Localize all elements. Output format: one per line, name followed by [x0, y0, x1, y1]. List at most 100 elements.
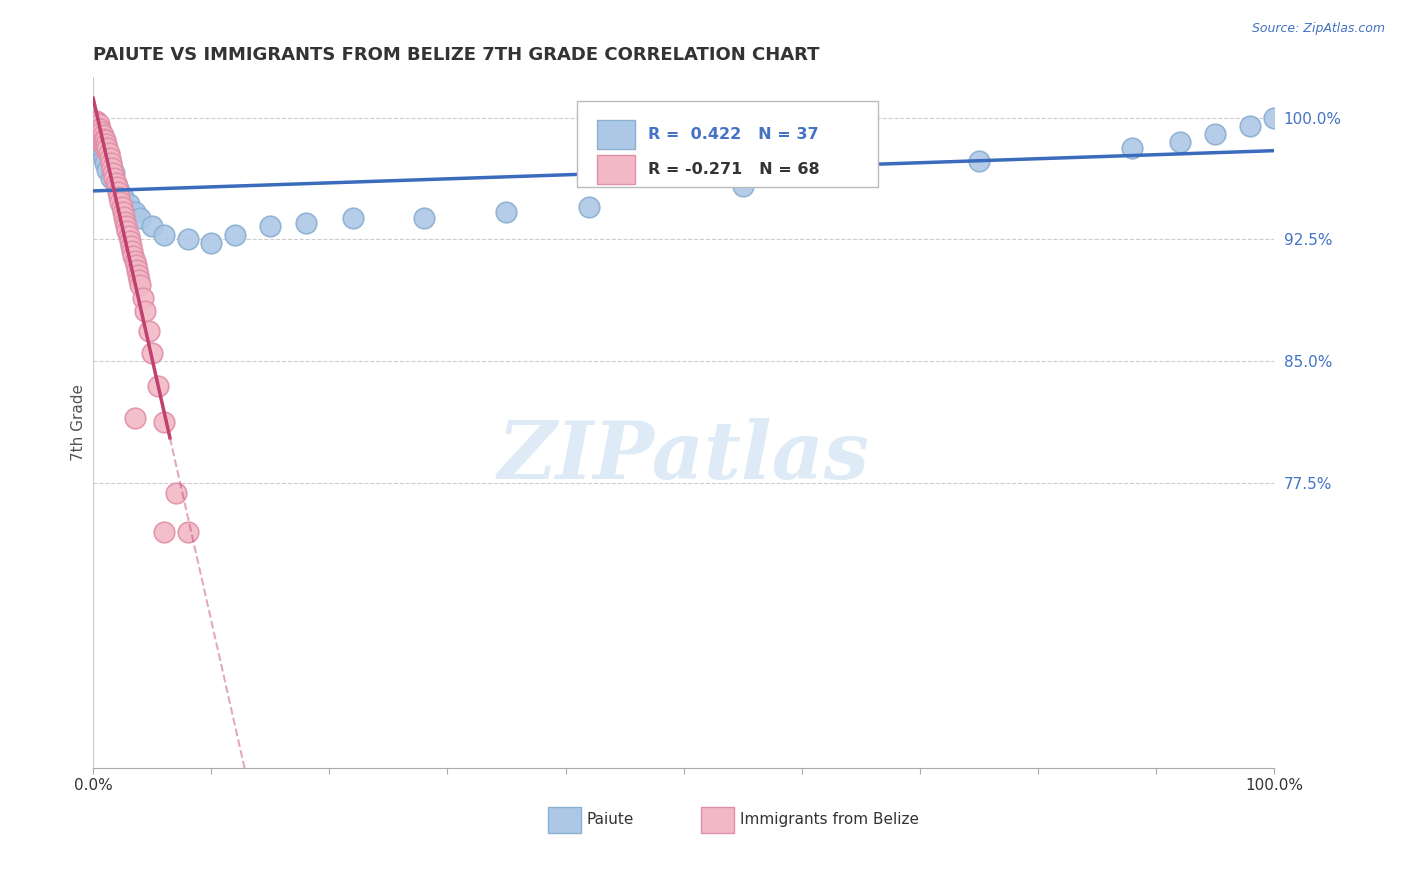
Text: ZIPatlas: ZIPatlas: [498, 418, 870, 496]
Point: [125, 263, 148, 277]
Point: [103, 166, 125, 180]
Point: [118, 234, 141, 248]
Point: [83, 113, 105, 128]
Text: R = -0.271   N = 68: R = -0.271 N = 68: [648, 162, 820, 178]
Point: [87, 119, 110, 133]
Point: [104, 176, 127, 190]
Point: [108, 184, 131, 198]
Point: [87, 117, 110, 131]
Point: [93, 138, 115, 153]
Point: [153, 227, 176, 242]
Point: [110, 195, 132, 210]
Point: [96, 143, 118, 157]
Point: [101, 161, 124, 175]
Point: [87, 127, 110, 141]
Point: [87, 122, 110, 136]
Point: [91, 145, 114, 159]
Point: [124, 411, 146, 425]
Point: [87, 135, 110, 149]
Point: [112, 210, 135, 224]
Point: [153, 415, 176, 429]
Point: [89, 130, 111, 145]
Point: [146, 378, 169, 392]
Point: [86, 130, 108, 145]
Point: [125, 259, 148, 273]
Point: [122, 249, 145, 263]
Point: [849, 168, 872, 182]
Point: [91, 135, 114, 149]
Point: [93, 131, 115, 145]
Point: [117, 224, 139, 238]
Point: [84, 119, 107, 133]
Point: [967, 154, 990, 169]
Bar: [548, 806, 581, 833]
Point: [132, 291, 155, 305]
Point: [117, 229, 139, 244]
Point: [1239, 119, 1261, 133]
Point: [94, 133, 117, 147]
Text: Source: ZipAtlas.com: Source: ZipAtlas.com: [1251, 22, 1385, 36]
Point: [1121, 141, 1143, 155]
Point: [98, 151, 121, 165]
Text: PAIUTE VS IMMIGRANTS FROM BELIZE 7TH GRADE CORRELATION CHART: PAIUTE VS IMMIGRANTS FROM BELIZE 7TH GRA…: [93, 46, 820, 64]
Point: [127, 268, 149, 283]
Point: [89, 127, 111, 141]
Point: [1168, 135, 1191, 149]
Point: [111, 190, 134, 204]
Point: [105, 178, 128, 193]
Point: [90, 125, 112, 139]
Point: [200, 235, 222, 250]
Point: [412, 211, 434, 226]
Point: [1263, 111, 1285, 125]
Point: [87, 123, 110, 137]
Point: [153, 525, 176, 540]
Point: [84, 113, 107, 128]
Point: [103, 170, 125, 185]
Point: [115, 219, 138, 234]
Point: [90, 131, 112, 145]
Point: [138, 324, 160, 338]
Point: [108, 190, 131, 204]
Point: [89, 133, 111, 147]
Point: [495, 204, 517, 219]
Point: [87, 130, 110, 145]
Point: [731, 178, 754, 193]
Text: R =  0.422   N = 37: R = 0.422 N = 37: [648, 128, 818, 142]
Point: [578, 200, 600, 214]
Point: [107, 186, 129, 200]
Point: [176, 525, 198, 540]
Point: [90, 140, 112, 154]
Point: [111, 204, 134, 219]
Point: [342, 211, 364, 226]
Point: [117, 196, 139, 211]
Point: [103, 166, 125, 180]
Point: [84, 128, 107, 143]
Point: [86, 120, 108, 135]
Point: [83, 123, 105, 137]
Bar: [702, 806, 734, 833]
Point: [96, 136, 118, 151]
Bar: [598, 155, 636, 184]
Point: [94, 138, 117, 153]
Point: [129, 211, 152, 226]
Point: [121, 244, 143, 258]
Text: Immigrants from Belize: Immigrants from Belize: [741, 812, 920, 827]
Point: [105, 180, 128, 194]
Point: [128, 273, 150, 287]
Point: [124, 204, 146, 219]
Point: [114, 214, 136, 228]
Point: [93, 151, 115, 165]
Point: [96, 141, 118, 155]
Point: [141, 219, 163, 234]
Point: [120, 239, 142, 253]
Point: [94, 156, 117, 170]
FancyBboxPatch shape: [578, 101, 879, 187]
Point: [84, 123, 107, 137]
Text: Paiute: Paiute: [586, 812, 634, 827]
Point: [1204, 127, 1226, 141]
Point: [94, 140, 117, 154]
Point: [134, 304, 156, 318]
Point: [294, 216, 316, 230]
Point: [96, 162, 118, 177]
Point: [124, 253, 146, 268]
